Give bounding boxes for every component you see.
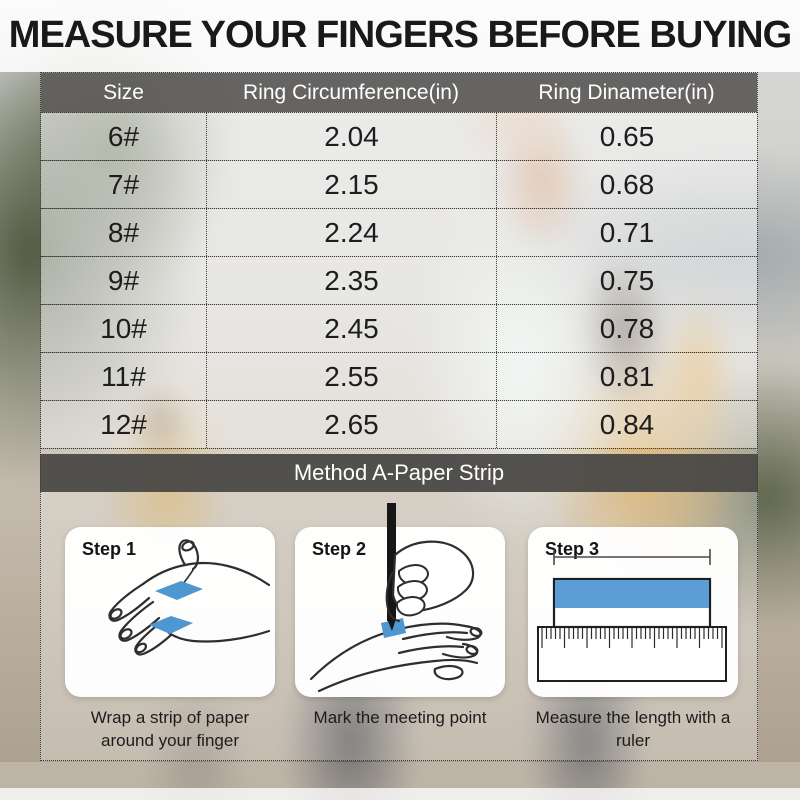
paper-strip-mark (381, 618, 406, 638)
paper-strip-mark (149, 616, 193, 634)
step-1-caption: Wrap a strip of paper around your finger (90, 708, 250, 750)
header-circumference: Ring Circumference(in) (243, 80, 459, 104)
ring-size-table: Size Ring Circumference(in) Ring Dinamet… (40, 72, 758, 449)
ruler-tick-marks (541, 628, 723, 648)
table-row: 6# 2.04 0.65 (41, 112, 757, 160)
pen-marking-finger-icon (309, 503, 483, 693)
size-value: 11# (41, 353, 206, 400)
header-diameter: Ring Dinameter(in) (538, 80, 715, 104)
step-2-card: Step 2 (295, 503, 505, 697)
diameter-value: 0.81 (496, 353, 757, 400)
table-row: 11# 2.55 0.81 (41, 352, 757, 400)
step-1-label: Step 1 (82, 539, 137, 559)
paper-strip-mark (155, 581, 203, 600)
top-white-overlay (0, 0, 800, 72)
page-title: MEASURE YOUR FINGERS BEFORE BUYING (8, 14, 792, 56)
step-3-caption: Measure the length with a ruler (535, 708, 731, 750)
diameter-value: 0.68 (496, 161, 757, 208)
size-value: 7# (41, 161, 206, 208)
diameter-value: 0.84 (496, 401, 757, 448)
method-banner: Method A-Paper Strip (40, 454, 758, 492)
marker-pen (387, 503, 396, 621)
table-row: 10# 2.45 0.78 (41, 304, 757, 352)
circumference-value: 2.24 (206, 209, 496, 256)
circumference-value: 2.15 (206, 161, 496, 208)
table-row: 12# 2.65 0.84 (41, 400, 757, 448)
size-value: 10# (41, 305, 206, 352)
circumference-value: 2.65 (206, 401, 496, 448)
diameter-value: 0.65 (496, 113, 757, 160)
circumference-value: 2.35 (206, 257, 496, 304)
measure-span-line (553, 549, 711, 565)
diameter-value: 0.75 (496, 257, 757, 304)
diameter-value: 0.71 (496, 209, 757, 256)
paper-strip-blue (555, 580, 709, 608)
table-row: 9# 2.35 0.75 (41, 256, 757, 304)
diameter-value: 0.78 (496, 305, 757, 352)
table-row: 7# 2.15 0.68 (41, 160, 757, 208)
step-3-label: Step 3 (545, 539, 600, 559)
step-3-card: Step 3 (528, 527, 738, 697)
circumference-value: 2.45 (206, 305, 496, 352)
size-value: 12# (41, 401, 206, 448)
size-value: 6# (41, 113, 206, 160)
hand-with-paper-strip-icon (108, 539, 271, 656)
table-row: 8# 2.24 0.71 (41, 208, 757, 256)
size-value: 9# (41, 257, 206, 304)
step-1-card: Step 1 (65, 527, 275, 697)
circumference-value: 2.04 (206, 113, 496, 160)
table-header-row: Size Ring Circumference(in) Ring Dinamet… (41, 73, 757, 112)
ruler-measuring-strip-icon (537, 549, 727, 682)
bottom-white-strip (0, 788, 800, 800)
step-2-caption: Mark the meeting point (313, 708, 487, 727)
step-2-label: Step 2 (312, 539, 367, 559)
size-value: 8# (41, 209, 206, 256)
header-size: Size (103, 80, 144, 104)
circumference-value: 2.55 (206, 353, 496, 400)
